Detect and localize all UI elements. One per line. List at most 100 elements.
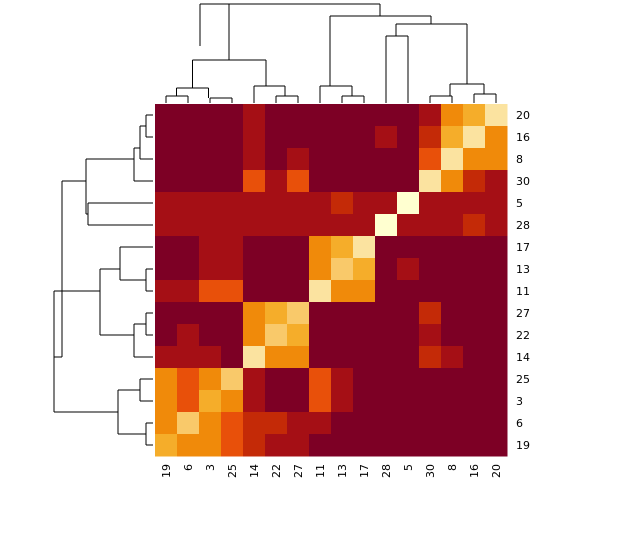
heatmap-cell-6-30 [419,412,442,435]
heatmap-cell-20-8 [441,104,464,127]
col-label-8: 8 [446,464,459,471]
heatmap-cell-28-16 [463,214,486,237]
heatmap-cell-19-30 [419,434,442,457]
heatmap-cell-3-5 [397,390,420,413]
heatmap-cell-20-30 [419,104,442,127]
heatmap-cell-14-30 [419,346,442,369]
heatmap-cell-3-25 [221,390,244,413]
heatmap-cell-27-30 [419,302,442,325]
heatmap-cell-16-30 [419,126,442,149]
heatmap-cell-17-14 [243,236,266,259]
col-label-13: 13 [336,464,349,478]
heatmap-cell-5-30 [419,192,442,215]
heatmap-cell-5-11 [309,192,332,215]
heatmap-cell-13-8 [441,258,464,281]
heatmap-cell-19-8 [441,434,464,457]
heatmap-cell-17-17 [353,236,376,259]
heatmap-cell-5-5 [397,192,420,215]
heatmap-cell-17-19 [155,236,178,259]
heatmap-cell-25-16 [463,368,486,391]
heatmap-cell-28-20 [485,214,508,237]
heatmap-cell-14-5 [397,346,420,369]
heatmap-cell-17-5 [397,236,420,259]
heatmap-cell-20-16 [463,104,486,127]
heatmap-cell-20-6 [177,104,200,127]
heatmap-cell-13-27 [287,258,310,281]
heatmap-cell-27-13 [331,302,354,325]
heatmap-cell-25-13 [331,368,354,391]
heatmap-cell-16-16 [463,126,486,149]
heatmap-cell-8-25 [221,148,244,171]
heatmap-cell-27-16 [463,302,486,325]
heatmap-cell-13-6 [177,258,200,281]
heatmap-cell-16-20 [485,126,508,149]
heatmap-cell-13-16 [463,258,486,281]
heatmap-cell-20-27 [287,104,310,127]
heatmap-cell-6-13 [331,412,354,435]
heatmap-cell-5-3 [199,192,222,215]
heatmap-cell-8-14 [243,148,266,171]
heatmap-cell-11-20 [485,280,508,303]
heatmap-cell-30-19 [155,170,178,193]
heatmap-cell-30-20 [485,170,508,193]
heatmap-cell-13-20 [485,258,508,281]
row-label-11: 11 [516,285,530,298]
heatmap-cell-14-25 [221,346,244,369]
heatmap-cell-27-11 [309,302,332,325]
heatmap-cell-22-11 [309,324,332,347]
row-label-25: 25 [516,373,530,386]
heatmap-cell-28-28 [375,214,398,237]
row-label-28: 28 [516,219,530,232]
heatmap-cell-30-6 [177,170,200,193]
heatmap-cell-30-11 [309,170,332,193]
heatmap-cell-30-14 [243,170,266,193]
heatmap-cell-27-25 [221,302,244,325]
heatmap-cell-22-19 [155,324,178,347]
heatmap-cell-11-6 [177,280,200,303]
heatmap-cell-11-17 [353,280,376,303]
heatmap-cell-14-22 [265,346,288,369]
heatmap-cell-30-5 [397,170,420,193]
heatmap-cell-27-8 [441,302,464,325]
heatmap-cell-11-11 [309,280,332,303]
heatmap-cell-6-25 [221,412,244,435]
heatmap-cell-19-20 [485,434,508,457]
heatmap-cell-28-13 [331,214,354,237]
heatmap-cell-19-17 [353,434,376,457]
heatmap-cell-6-3 [199,412,222,435]
heatmap-cell-19-25 [221,434,244,457]
heatmap-cell-19-19 [155,434,178,457]
heatmap-cell-22-13 [331,324,354,347]
col-label-20: 20 [490,464,503,478]
heatmap-cell-13-5 [397,258,420,281]
heatmap-cell-17-20 [485,236,508,259]
heatmap-cell-19-13 [331,434,354,457]
heatmap-cell-27-27 [287,302,310,325]
col-label-5: 5 [402,464,415,471]
heatmap-cell-11-22 [265,280,288,303]
heatmap-cell-19-11 [309,434,332,457]
heatmap-cell-27-28 [375,302,398,325]
heatmap-cell-3-22 [265,390,288,413]
row-label-3: 3 [516,395,523,408]
heatmap-cell-30-13 [331,170,354,193]
heatmap-cell-20-5 [397,104,420,127]
heatmap-cell-22-6 [177,324,200,347]
heatmap-cell-13-19 [155,258,178,281]
heatmap-cell-28-14 [243,214,266,237]
heatmap-cell-20-3 [199,104,222,127]
heatmap-cell-16-27 [287,126,310,149]
heatmap-cell-25-30 [419,368,442,391]
heatmap-cell-30-28 [375,170,398,193]
heatmap-cell-22-5 [397,324,420,347]
heatmap-cell-3-6 [177,390,200,413]
heatmap-cell-20-17 [353,104,376,127]
heatmap-cell-5-16 [463,192,486,215]
heatmap-cell-13-28 [375,258,398,281]
heatmap-cell-28-17 [353,214,376,237]
row-label-14: 14 [516,351,530,364]
heatmap-cell-16-25 [221,126,244,149]
heatmap-cell-16-14 [243,126,266,149]
heatmap-cell-25-25 [221,368,244,391]
